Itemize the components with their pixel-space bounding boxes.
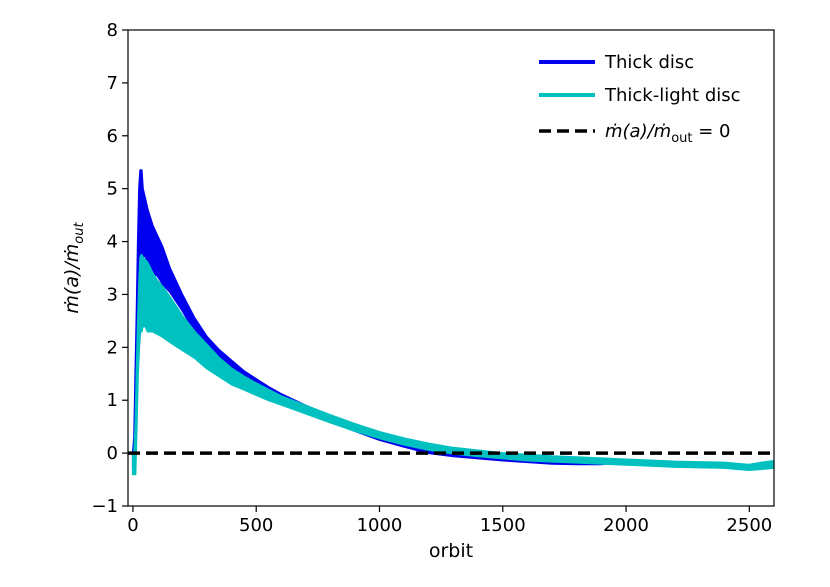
y-tick-label: 5 xyxy=(107,179,118,200)
y-tick-label: 8 xyxy=(107,20,118,41)
y-tick-label: 3 xyxy=(107,284,118,305)
series-band-2 xyxy=(131,253,774,476)
legend-label-2: Thick-light disc xyxy=(604,85,741,106)
y-tick-label: 1 xyxy=(107,390,118,411)
y-axis-label: ṁ(a)/ṁout xyxy=(61,222,87,314)
y-tick-label: 2 xyxy=(107,337,118,358)
x-tick-label: 0 xyxy=(127,515,138,536)
x-tick-label: 2000 xyxy=(603,515,649,536)
y-ticks: −1 0 1 2 3 4 5 6 7 8 xyxy=(91,20,128,517)
y-tick-label: −1 xyxy=(91,496,118,517)
x-tick-label: 1500 xyxy=(480,515,526,536)
legend-label-1: Thick disc xyxy=(604,52,694,73)
plot-frame xyxy=(127,29,775,507)
y-tick-label: 6 xyxy=(107,126,118,147)
y-tick-label: 0 xyxy=(107,443,118,464)
y-tick-label: 7 xyxy=(107,73,118,94)
x-tick-label: 1000 xyxy=(357,515,403,536)
x-ticks: 0 500 1000 1500 2000 2500 xyxy=(127,506,772,536)
x-axis-label: orbit xyxy=(429,540,473,562)
series-layer xyxy=(128,169,774,476)
y-tick-label: 4 xyxy=(107,232,118,253)
legend: Thick disc Thick-light disc ṁ(a)/ṁout = 0 xyxy=(539,52,741,146)
legend-label-3: ṁ(a)/ṁout = 0 xyxy=(605,121,731,146)
x-tick-label: 2500 xyxy=(726,515,772,536)
x-tick-label: 500 xyxy=(239,515,273,536)
